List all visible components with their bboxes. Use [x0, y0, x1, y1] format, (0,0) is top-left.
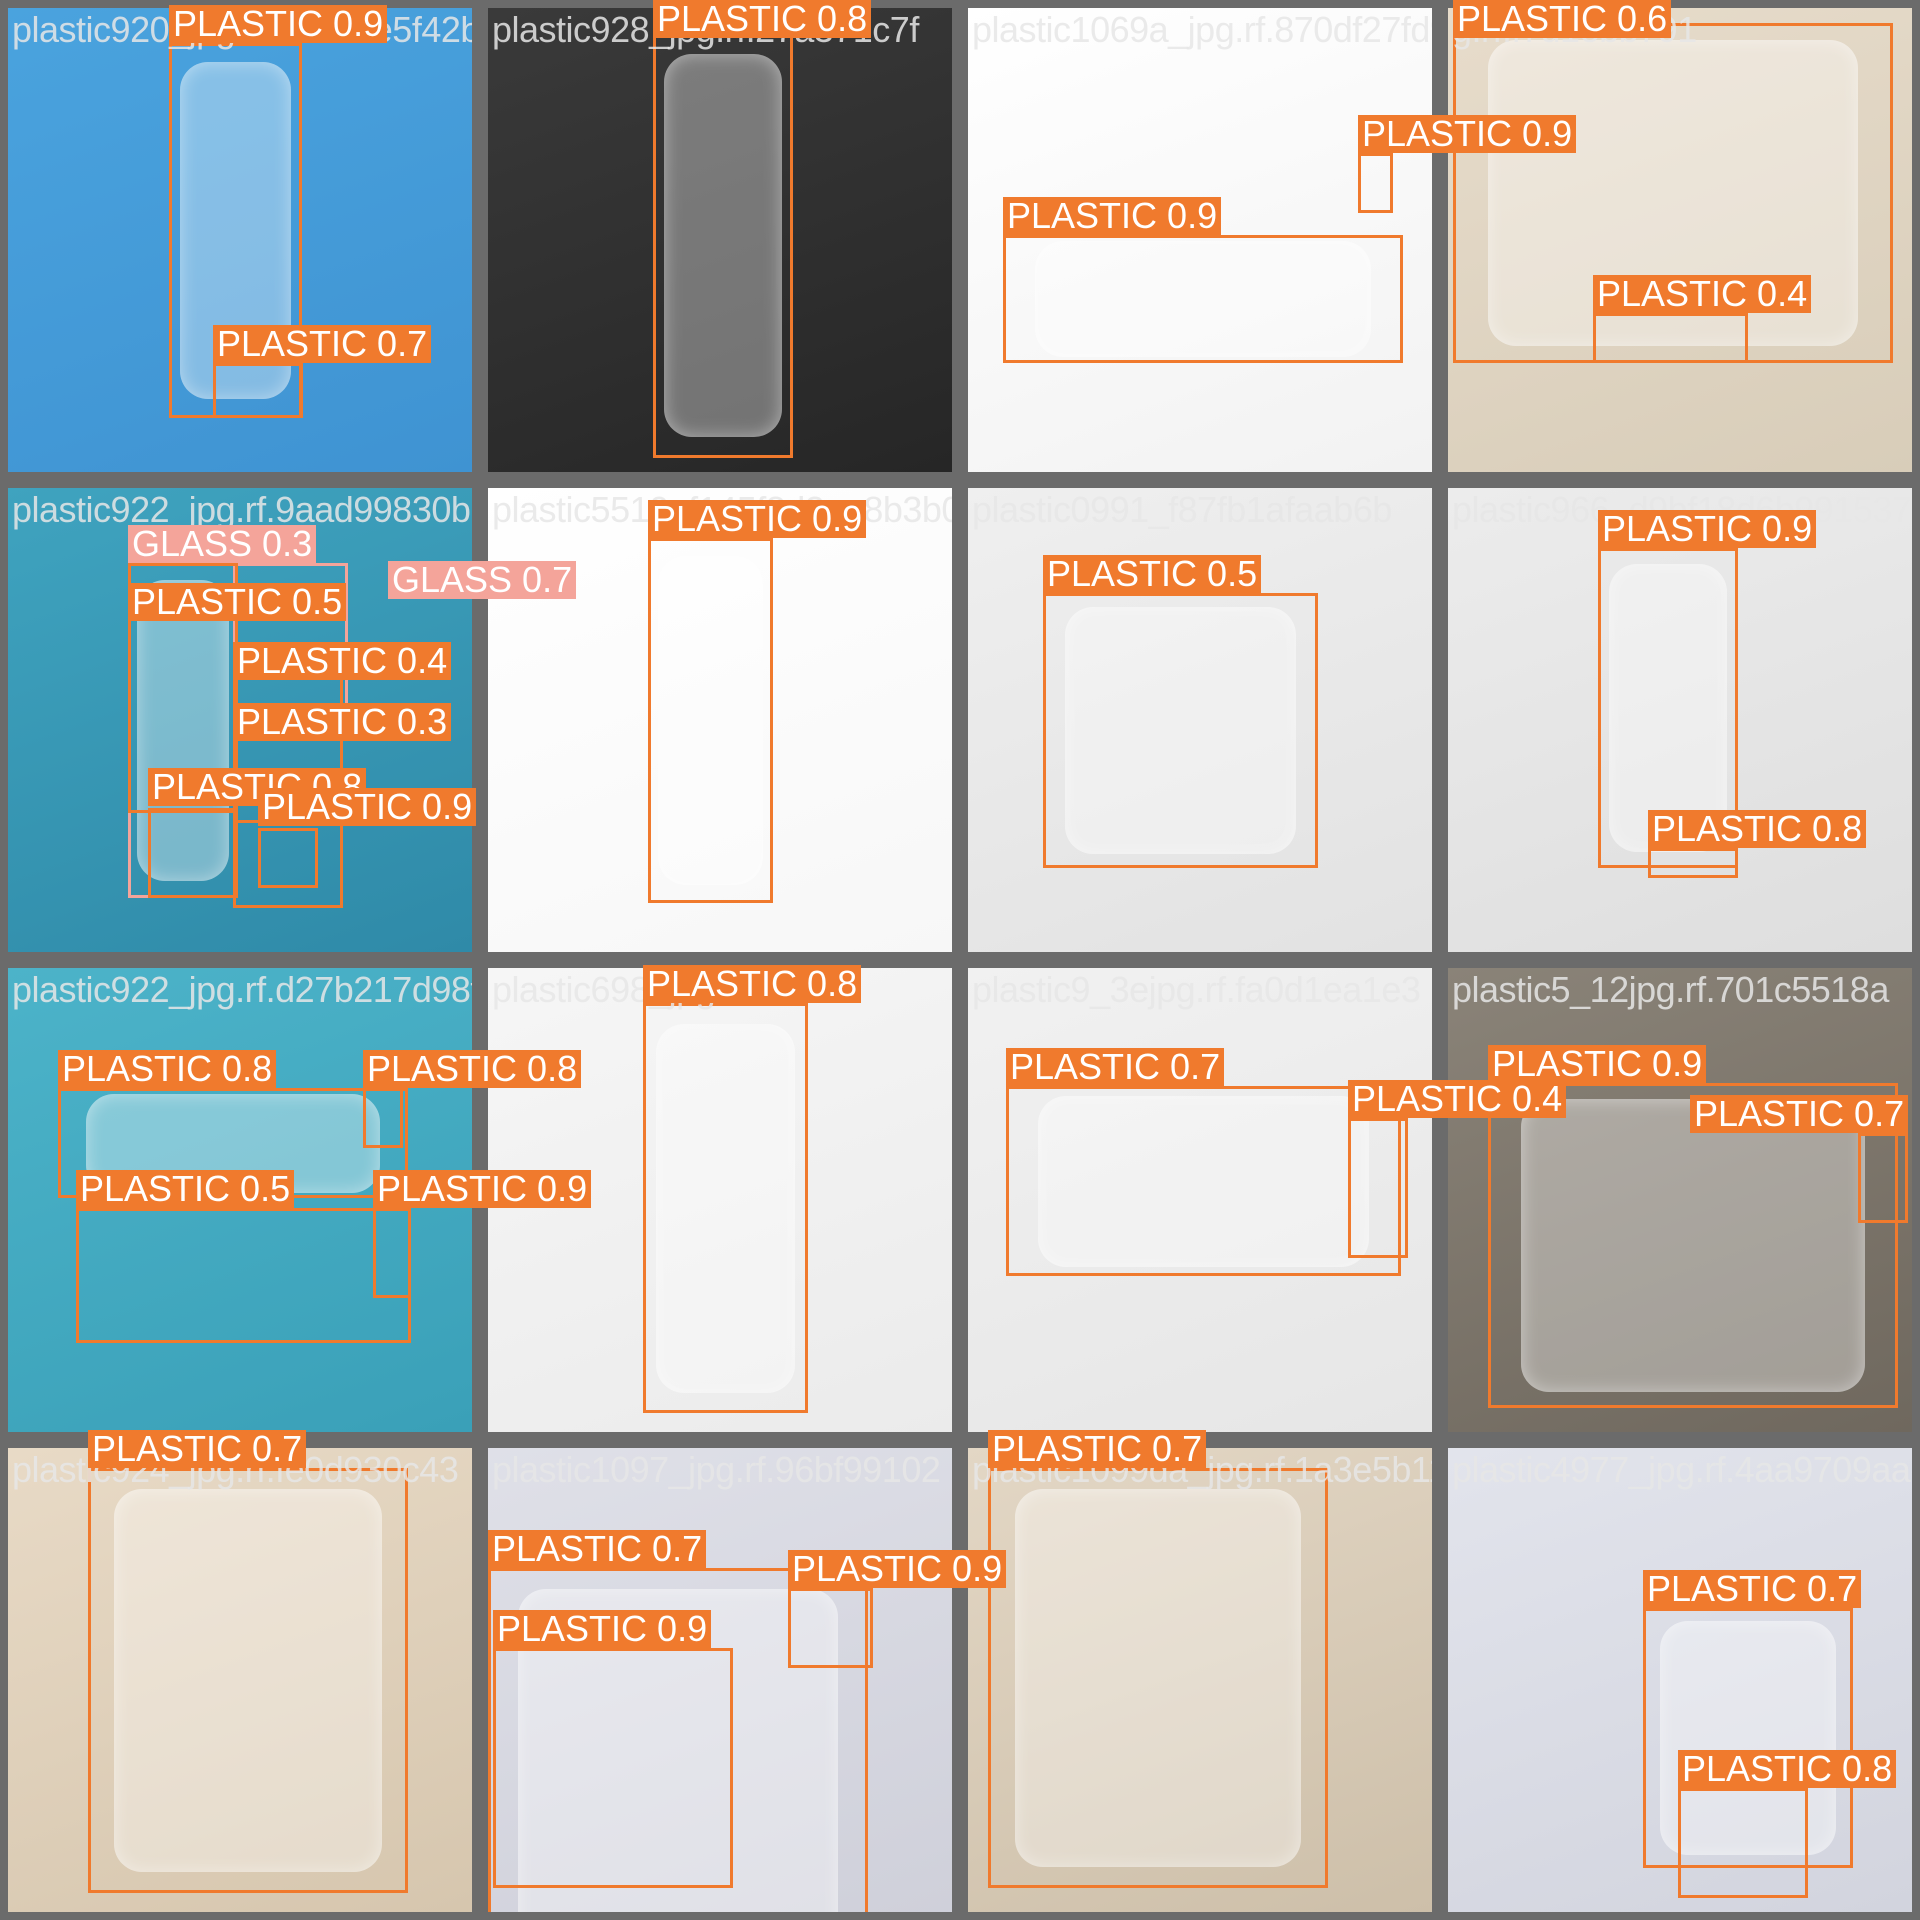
bottle-shape [1609, 564, 1727, 852]
bottle-shape [1520, 1099, 1866, 1392]
bounding-box [76, 1208, 411, 1343]
image-tile: plastic966_d9bf18d6b9915379 [1448, 488, 1912, 952]
image-filename: plastic698_jpg.rf.74f877 [492, 969, 863, 1010]
image-tile: g.rf.f7d1ebb791 [1448, 8, 1912, 472]
image-tile: plastic922_jpg.rf.9aad99830b1a8f5510 [8, 488, 472, 952]
bounding-box [1348, 1118, 1408, 1258]
image-tile: plastic4977_jpg.rf.4aa9709aad [1448, 1448, 1912, 1912]
image-tile: plastic698_jpg.rf.74f877 [488, 968, 952, 1432]
image-filename: plastic1069a_jpg.rf.870df27fd9 [972, 9, 1432, 50]
image-tile: plastic1097_jpg.rf.96bf99102 [488, 1448, 952, 1912]
image-filename: plastic0991_f87fb1afaab6b [972, 489, 1392, 530]
bounding-box [643, 1003, 808, 1413]
bounding-box [128, 563, 238, 813]
bounding-box [988, 1468, 1328, 1888]
image-filename: plastic5_12jpg.rf.701c5518a [1452, 969, 1889, 1010]
bounding-box [213, 363, 303, 418]
bounding-box [1643, 1608, 1853, 1868]
bounding-box [88, 1468, 408, 1893]
image-tile: plastic0991_f87fb1afaab6b [968, 488, 1432, 952]
image-filename: plastic1097_jpg.rf.96bf99102 [492, 1449, 941, 1490]
image-tile: plastic5510_f145f8d2ee8b3b0888 [488, 488, 952, 952]
bounding-box [1598, 548, 1738, 868]
bounding-box [488, 1568, 868, 1912]
bounding-box [1003, 235, 1403, 363]
bounding-box [148, 808, 238, 898]
bounding-box [363, 1088, 403, 1148]
image-filename: g.rf.f7d1ebb791 [1452, 9, 1697, 50]
image-tile: plastic5_12jpg.rf.701c5518a [1448, 968, 1912, 1432]
bounding-box [169, 43, 302, 418]
bounding-box [1648, 848, 1738, 878]
image-filename: plastic966_d9bf18d6b9915379 [1452, 489, 1912, 530]
bounding-box [1593, 313, 1748, 363]
bottle-shape [664, 54, 782, 437]
image-filename: plastic4977_jpg.rf.4aa9709aad [1452, 1449, 1912, 1490]
bounding-box [788, 1588, 873, 1668]
bounding-box [1858, 1133, 1908, 1223]
image-filename: plastic5510_f145f8d2ee8b3b0888 [492, 489, 952, 530]
image-tile: plastic922_jpg.rf.d27b217d98fabcc98 [8, 968, 472, 1432]
bottle-shape [136, 579, 230, 882]
bounding-box [1453, 23, 1893, 363]
bounding-box [653, 33, 793, 458]
bounding-box [1043, 593, 1318, 868]
bottle-shape [1035, 241, 1371, 357]
bounding-box [1006, 1086, 1401, 1276]
bounding-box [1358, 153, 1393, 213]
image-filename: plastic9_3ejpg.rf.fa0d1ea1e3 [972, 969, 1421, 1010]
bounding-box [1488, 1083, 1898, 1408]
image-filename: plastic920_jpg.rf.15a33e5f42bf1a1d5f8 [12, 9, 472, 50]
bounding-box [373, 1208, 411, 1298]
image-filename: plastic922_jpg.rf.9aad99830b1a8f5510 [12, 489, 472, 530]
bounding-box [233, 733, 343, 823]
bounding-box [258, 828, 318, 888]
image-tile: plastic1069a_jpg.rf.870df27fd9 [968, 8, 1432, 472]
bounding-box [493, 1648, 733, 1888]
bounding-box [1678, 1788, 1808, 1898]
image-filename: plastic928_jpg.rf.27a371c7f [492, 9, 919, 50]
image-tile: plastic924_jpg.rf.fe0d930c43 [8, 1448, 472, 1912]
image-tile: plastic1099da_jpg.rf.1a3e5b1148 [968, 1448, 1432, 1912]
image-filename: plastic922_jpg.rf.d27b217d98fabcc98 [12, 969, 472, 1010]
bounding-box [648, 538, 773, 903]
bottle-shape [1037, 1095, 1370, 1267]
bottle-shape [1015, 1489, 1301, 1867]
image-tile: plastic9_3ejpg.rf.fa0d1ea1e3 [968, 968, 1432, 1432]
bounding-box [58, 1088, 408, 1198]
bottle-shape [1065, 606, 1296, 855]
image-filename: plastic924_jpg.rf.fe0d930c43 [12, 1449, 459, 1490]
image-tile: plastic920_jpg.rf.15a33e5f42bf1a1d5f8 [8, 8, 472, 472]
image-filename: plastic1099da_jpg.rf.1a3e5b1148 [972, 1449, 1432, 1490]
image-tile: plastic928_jpg.rf.27a371c7f [488, 8, 952, 472]
bottle-shape [658, 556, 763, 885]
bottle-shape [656, 1023, 795, 1393]
bottle-shape [113, 1489, 383, 1872]
